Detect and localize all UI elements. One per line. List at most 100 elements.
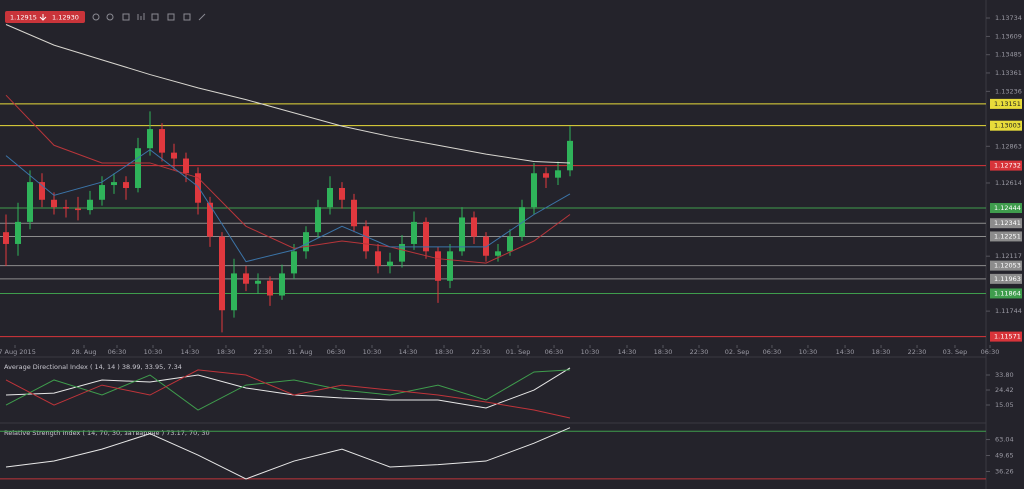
candle-body (519, 207, 525, 237)
y-tick-label: 63.04 (995, 436, 1014, 444)
candle-body (471, 217, 477, 237)
indicator-icon[interactable] (151, 13, 159, 21)
draw-icon[interactable] (198, 13, 206, 21)
indicator-line (5, 369, 571, 419)
candle-body (375, 251, 381, 267)
candle-body (555, 170, 561, 178)
indicator-line (5, 427, 571, 480)
bid-price: 1.12915 (10, 14, 37, 22)
y-tick-label: 24.42 (995, 386, 1014, 394)
y-tick-label: 1.13236 (995, 87, 1022, 95)
candle-body (531, 173, 537, 208)
x-tick-label: 22:30 (472, 348, 491, 356)
y-tick-label: 1.11744 (995, 307, 1022, 315)
candle-body (123, 182, 129, 188)
fit-icon[interactable] (122, 13, 130, 21)
level-label-box (990, 288, 1022, 299)
candle-body (279, 273, 285, 296)
x-tick-label: 10:30 (144, 348, 163, 356)
candle-body (51, 199, 57, 208)
level-label: 1.11571 (994, 333, 1021, 341)
candle-body (303, 232, 309, 252)
candle-body (267, 280, 273, 296)
x-tick-label: 06:30 (108, 348, 127, 356)
candle-body (315, 207, 321, 233)
candle-body (567, 140, 573, 171)
candle-body (195, 173, 201, 203)
level-label-box (990, 331, 1022, 342)
save-icon[interactable] (167, 13, 175, 21)
level-label-box (990, 231, 1022, 242)
y-tick-label: 1.13485 (995, 51, 1022, 59)
toolbar: 1.12915 1.12930 (5, 11, 206, 23)
candle-body (459, 217, 465, 252)
candle-body (99, 185, 105, 200)
x-tick-label: 14:30 (618, 348, 637, 356)
x-tick-label: 10:30 (363, 348, 382, 356)
chart-type-icon[interactable] (137, 13, 145, 20)
level-label-box (990, 120, 1022, 131)
candle-body (3, 232, 9, 244)
x-tick-label: 02. Sep (725, 348, 750, 356)
y-tick-label: 1.12117 (995, 252, 1022, 260)
ask-price: 1.12930 (52, 14, 79, 22)
x-tick-label: 22:30 (690, 348, 709, 356)
y-tick-label: 49.65 (995, 452, 1014, 460)
y-tick-label: 1.13609 (995, 32, 1022, 40)
x-tick-label: 18:30 (217, 348, 236, 356)
x-tick-label: 06:30 (981, 348, 1000, 356)
x-tick-label: 10:30 (799, 348, 818, 356)
x-tick-label: 06:30 (545, 348, 564, 356)
zoom-in-icon[interactable] (106, 13, 114, 21)
candle-body (387, 261, 393, 267)
price-box[interactable] (5, 11, 85, 23)
candle-body (111, 182, 117, 186)
candle-body (207, 202, 213, 237)
x-tick-label: 18:30 (435, 348, 454, 356)
candle-body (27, 182, 33, 222)
zoom-out-icon[interactable] (92, 13, 100, 21)
indicator-line (5, 369, 571, 411)
arrow-icon (39, 14, 47, 21)
candle-body (87, 199, 93, 211)
level-label-box (990, 98, 1022, 109)
indicator-line (5, 24, 571, 164)
candle-body (507, 236, 513, 252)
level-label: 1.13151 (994, 100, 1021, 108)
x-tick-label: 18:30 (872, 348, 891, 356)
export-icon[interactable] (183, 13, 191, 21)
indicator-line (5, 149, 571, 263)
y-tick-label: 1.12863 (995, 142, 1022, 150)
candle-body (339, 187, 345, 200)
x-tick-label: 14:30 (181, 348, 200, 356)
candle-body (231, 273, 237, 311)
candle-body (147, 129, 153, 149)
y-tick-label: 33.80 (995, 371, 1014, 379)
candle-body (543, 173, 549, 178)
candle-body (327, 187, 333, 208)
candle-body (399, 243, 405, 262)
x-tick-label: 27 Aug 2015 (0, 348, 36, 356)
level-label: 1.11963 (994, 275, 1021, 283)
x-tick-label: 22:30 (908, 348, 927, 356)
candle-body (411, 221, 417, 244)
level-label: 1.12053 (994, 262, 1021, 270)
x-tick-label: 06:30 (763, 348, 782, 356)
level-label: 1.12444 (994, 204, 1021, 212)
candle-body (495, 251, 501, 256)
candle-body (159, 129, 165, 153)
candle-body (243, 273, 249, 284)
level-label: 1.11864 (994, 289, 1021, 297)
y-tick-label: 36.26 (995, 467, 1014, 475)
candle-body (435, 251, 441, 281)
x-tick-label: 14:30 (836, 348, 855, 356)
level-label-box (990, 273, 1022, 284)
candle-body (171, 152, 177, 159)
panel-title: Relative Strength Index ( 14, 70, 30, за… (4, 429, 210, 437)
candle-body (363, 226, 369, 252)
candle-body (63, 207, 69, 209)
level-label: 1.12251 (994, 232, 1021, 240)
candle-body (483, 236, 489, 256)
candle-body (75, 208, 81, 211)
